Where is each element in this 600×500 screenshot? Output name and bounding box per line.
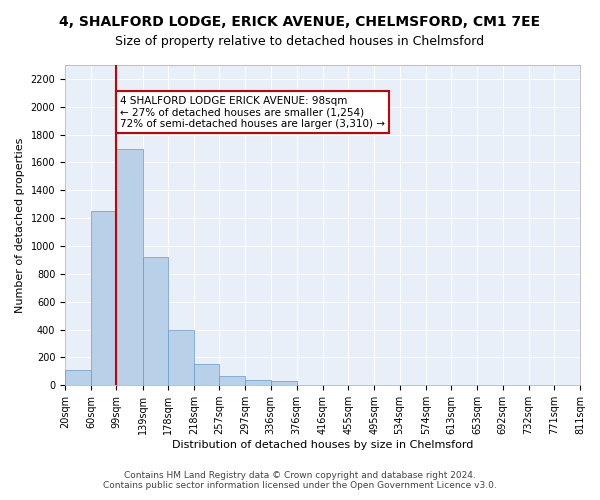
Bar [271, 382, 297, 385]
Bar [194, 364, 220, 385]
X-axis label: Distribution of detached houses by size in Chelmsford: Distribution of detached houses by size … [172, 440, 473, 450]
Text: Contains HM Land Registry data © Crown copyright and database right 2024.
Contai: Contains HM Land Registry data © Crown c… [103, 470, 497, 490]
Text: 4 SHALFORD LODGE ERICK AVENUE: 98sqm
← 27% of detached houses are smaller (1,254: 4 SHALFORD LODGE ERICK AVENUE: 98sqm ← 2… [120, 96, 385, 129]
Bar [116, 148, 143, 385]
Bar [65, 370, 91, 385]
Text: 4, SHALFORD LODGE, ERICK AVENUE, CHELMSFORD, CM1 7EE: 4, SHALFORD LODGE, ERICK AVENUE, CHELMSF… [59, 15, 541, 29]
Bar [220, 376, 245, 385]
Bar [91, 210, 116, 385]
Bar [168, 330, 194, 385]
Bar [245, 380, 271, 385]
Bar [143, 257, 168, 385]
Text: Size of property relative to detached houses in Chelmsford: Size of property relative to detached ho… [115, 35, 485, 48]
Y-axis label: Number of detached properties: Number of detached properties [15, 138, 25, 313]
